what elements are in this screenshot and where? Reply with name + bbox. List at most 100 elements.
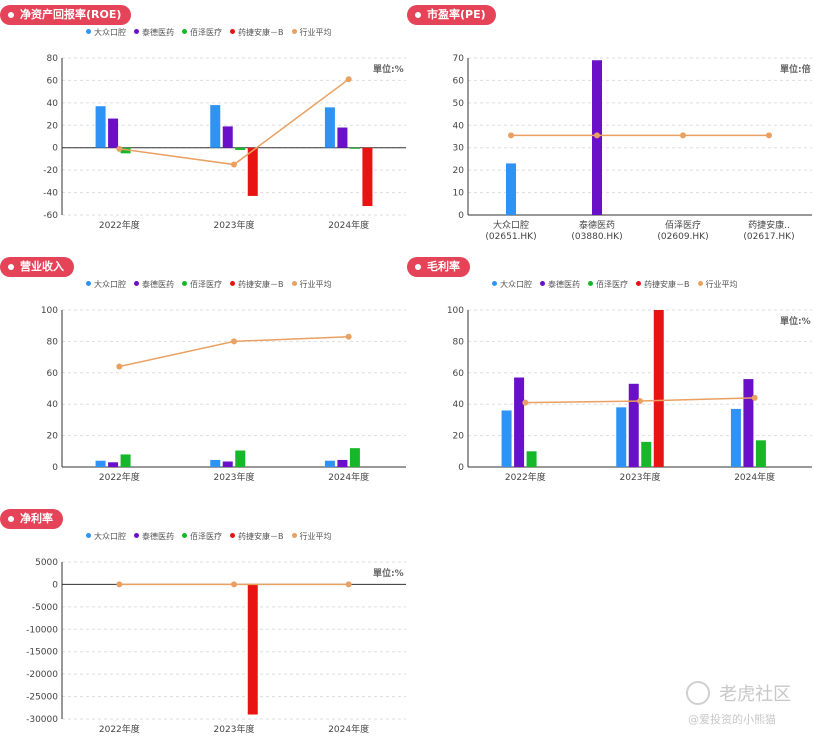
bar[interactable] [616,407,627,467]
average-point[interactable] [116,145,123,152]
average-point[interactable] [345,581,352,588]
legend-item[interactable]: 佰泽医疗 [588,279,628,290]
bar[interactable] [95,460,106,467]
y-tick-label: 60 [453,369,465,379]
chart-title: 营业收入 [0,257,74,277]
x-tick-label: 泰德医药 [579,219,615,231]
legend-item[interactable]: 泰德医药 [134,27,174,38]
average-point[interactable] [680,132,686,139]
legend-dot-icon [588,281,593,286]
average-point[interactable] [594,132,600,139]
bar[interactable] [324,107,335,148]
average-point[interactable] [231,161,237,168]
y-tick-label: 20 [453,432,465,442]
x-tick-label: 药捷安康.. [748,219,790,231]
legend-item[interactable]: 佰泽医疗 [182,279,222,290]
bar[interactable] [120,147,131,154]
average-point[interactable] [522,399,529,406]
legend-item[interactable]: 药捷安康－B [636,279,690,290]
legend-dot-icon [291,281,297,286]
bar[interactable] [526,451,537,467]
x-tick-label: (02617.HK) [743,232,794,242]
legend-item[interactable]: 泰德医药 [134,531,174,542]
bar[interactable] [120,454,131,467]
bar[interactable] [337,459,348,467]
legend-dot-icon [291,29,297,34]
legend-dot-icon [182,29,187,34]
legend-item[interactable]: 泰德医药 [134,279,174,290]
bar[interactable] [235,450,246,467]
bar[interactable] [349,448,360,467]
bar[interactable] [108,462,119,467]
average-point[interactable] [345,76,352,83]
bar[interactable] [108,118,119,148]
legend-label: 药捷安康－B [238,280,284,289]
legend-item[interactable]: 药捷安康－B [230,279,284,290]
legend-label: 泰德医药 [548,280,580,289]
bar[interactable] [235,147,246,150]
legend-label: 泰德医药 [142,532,174,541]
bar[interactable] [247,147,258,196]
legend-item[interactable]: 行业平均 [697,279,738,290]
legend-item[interactable]: 佰泽医疗 [182,27,222,38]
bar[interactable] [324,460,335,467]
average-point[interactable] [766,132,772,139]
bar[interactable] [222,126,233,148]
bar[interactable] [743,379,754,467]
bar[interactable] [349,147,360,149]
legend-dot-icon [134,29,139,34]
x-tick-label: (02651.HK) [485,232,536,242]
legend-item[interactable]: 大众口腔 [86,279,126,290]
legend-dot-icon [134,281,139,286]
bar[interactable] [362,147,373,207]
y-tick-label: -20 [43,166,58,176]
bar[interactable] [210,105,221,148]
legend-dot-icon [697,281,703,286]
legend-item[interactable]: 药捷安康－B [230,531,284,542]
chart-4: -30000 -25000 -20000 -15000 -10000 -5000 0 5000… [26,558,406,735]
x-tick-label: 2023年度 [214,219,255,231]
bar[interactable] [641,441,652,467]
legend-item[interactable]: 大众口腔 [492,279,532,290]
bar[interactable] [653,310,664,467]
average-point[interactable] [751,394,758,401]
average-point[interactable] [231,338,237,345]
legend-item[interactable]: 泰德医药 [540,279,580,290]
bar[interactable] [337,127,348,148]
bar[interactable] [247,584,258,715]
y-tick-label: 60 [47,76,59,86]
legend-item[interactable]: 行业平均 [291,531,332,542]
legend-item[interactable]: 佰泽医疗 [182,531,222,542]
y-tick-label: 0 [458,463,464,473]
average-point[interactable] [116,581,123,588]
legend-item[interactable]: 大众口腔 [86,531,126,542]
average-point[interactable] [637,398,643,405]
y-tick-label: 80 [453,337,465,347]
bar[interactable] [501,410,512,467]
bar[interactable] [506,163,516,215]
bar[interactable] [730,408,741,467]
legend-item[interactable]: 药捷安康－B [230,27,284,38]
bar[interactable] [222,461,233,467]
y-tick-label: 100 [41,306,58,316]
average-point[interactable] [508,132,514,139]
bar[interactable] [514,377,525,467]
legend-item[interactable]: 大众口腔 [86,27,126,38]
average-point[interactable] [345,333,352,340]
chart-1: 0 10 20 30 40 50 60 70 大众口腔(02651.HK) 泰德医药(03880.… [453,54,812,242]
legend-label: 佰泽医疗 [596,280,628,289]
y-tick-label: 80 [47,54,59,64]
bar[interactable] [210,459,221,467]
legend-label: 行业平均 [705,280,738,289]
average-point[interactable] [231,581,237,588]
legend-item[interactable]: 行业平均 [291,279,332,290]
legend-dot-icon [230,533,235,538]
chart-legend: 大众口腔 泰德医药 佰泽医疗 药捷安康－B 行业平均 [86,531,340,542]
y-tick-label: -40 [43,189,58,199]
average-point[interactable] [116,363,123,370]
bar[interactable] [628,383,639,467]
bar[interactable] [755,440,766,467]
x-tick-label: 2024年度 [734,471,775,483]
legend-item[interactable]: 行业平均 [291,27,332,38]
bar[interactable] [95,106,106,148]
